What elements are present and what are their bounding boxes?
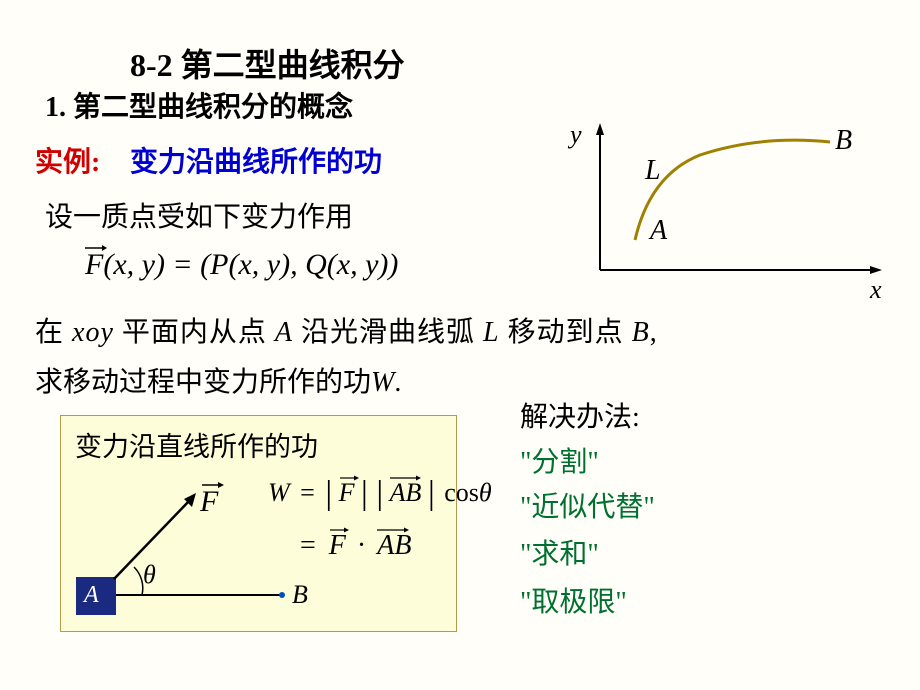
theta-label: θ	[143, 560, 156, 590]
body-line-2: 在 xoy 平面内从点 A 沿光滑曲线弧 L 移动到点 B,	[35, 310, 895, 350]
step-2: "近似代替"	[520, 485, 655, 525]
point-B-label: B	[835, 125, 852, 157]
example-description: 变力沿曲线所作的功	[130, 140, 382, 180]
force-F-label: F	[200, 485, 218, 519]
force-diagram: A B F θ	[70, 465, 290, 625]
example-label: 实例:	[35, 140, 100, 180]
point-A-box-label: A	[84, 582, 99, 609]
page-title: 8-2 第二型曲线积分	[130, 40, 405, 86]
point-B-box-label: B	[292, 580, 308, 610]
solution-label: 解决办法:	[520, 395, 640, 435]
x-axis-label: x	[870, 275, 882, 305]
box-title: 变力沿直线所作的功	[75, 425, 318, 464]
curve-L-label: L	[645, 155, 661, 187]
step-1: "分割"	[520, 440, 599, 480]
body-line-3: 求移动过程中变力所作的功W.	[35, 360, 401, 400]
curve-diagram: y x L A B	[560, 120, 900, 300]
step-4: "取极限"	[520, 580, 627, 620]
work-formula-line1: W = | F | | AB | cosθ	[268, 472, 492, 510]
y-axis-label: y	[570, 120, 582, 150]
vector-arrow-icon	[85, 242, 105, 254]
step-3: "求和"	[520, 532, 599, 572]
work-formula-line2: = F · AB	[300, 530, 411, 562]
section-heading: 1. 第二型曲线积分的概念	[45, 85, 353, 125]
point-A-label: A	[650, 215, 667, 247]
body-line-1: 设一质点受如下变力作用	[45, 195, 353, 235]
force-formula: F(x, y) = (P(x, y), Q(x, y))	[85, 248, 398, 282]
